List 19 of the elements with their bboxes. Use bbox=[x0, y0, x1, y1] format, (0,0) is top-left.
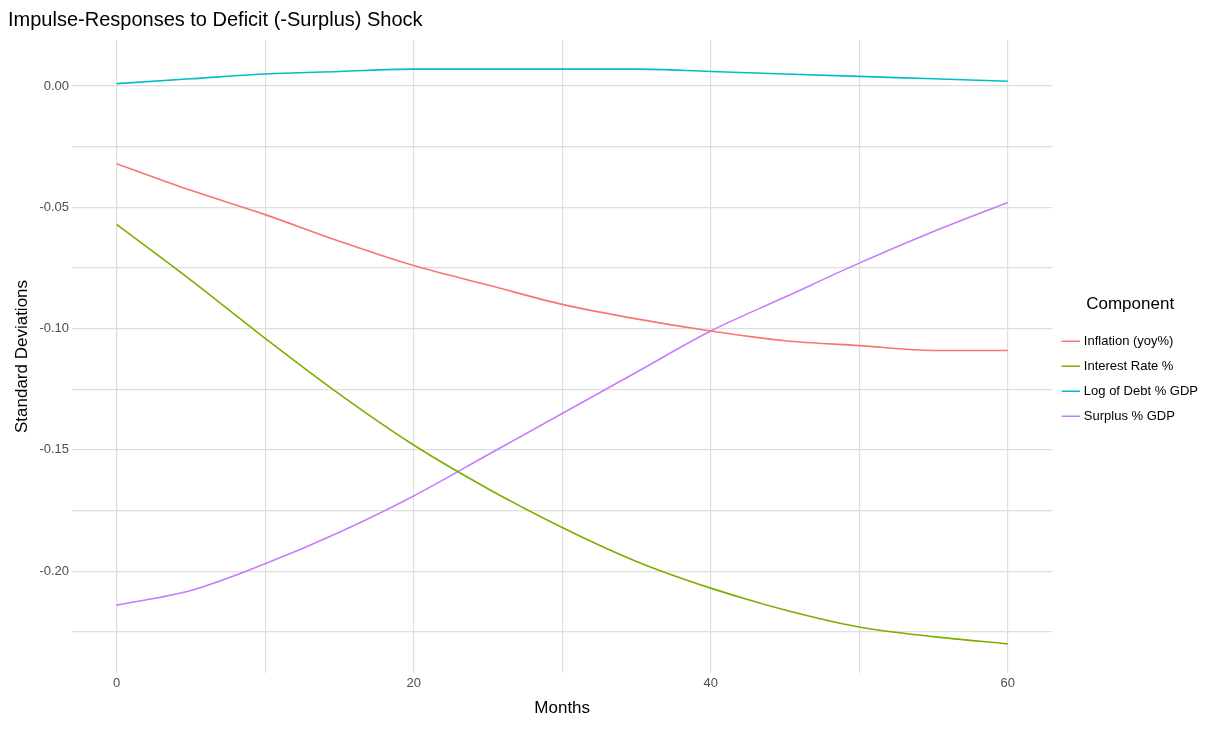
x-tick-label: 60 bbox=[1000, 675, 1016, 691]
x-tick-label: 0 bbox=[112, 675, 121, 691]
y-tick-label: -0.10 bbox=[39, 320, 70, 336]
y-tick-label: -0.15 bbox=[39, 441, 70, 457]
chart-title: Impulse-Responses to Deficit (-Surplus) Shock bbox=[8, 7, 424, 30]
legend-label: Log of Debt % GDP bbox=[1083, 382, 1198, 398]
x-tick-label: 40 bbox=[703, 675, 718, 691]
y-axis-title: Standard Deviations bbox=[11, 279, 31, 434]
legend-label: Surplus % GDP bbox=[1083, 407, 1175, 423]
y-tick-label: -0.05 bbox=[39, 198, 70, 214]
line-series bbox=[115, 68, 1009, 85]
line-series bbox=[115, 162, 1009, 352]
legend-label: Interest Rate % bbox=[1083, 357, 1174, 373]
legend-title: Component bbox=[1086, 294, 1175, 314]
y-tick-label: 0.00 bbox=[43, 77, 70, 93]
legend-label: Inflation (yoy%) bbox=[1083, 332, 1174, 348]
x-tick-label: 20 bbox=[406, 675, 421, 691]
x-axis-title: Months bbox=[534, 698, 591, 718]
y-tick-label: -0.20 bbox=[39, 562, 70, 578]
